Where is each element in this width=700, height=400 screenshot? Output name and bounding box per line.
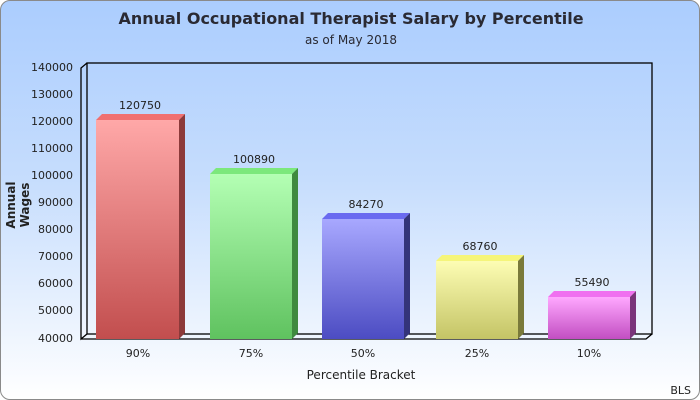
source-credit: BLS — [670, 384, 691, 397]
bar-value-label: 55490 — [574, 276, 610, 289]
x-tick: 10% — [576, 347, 602, 360]
bar-value-label: 68760 — [462, 240, 498, 253]
bar-value-label: 100890 — [233, 153, 275, 166]
chart-subtitle: as of May 2018 — [305, 33, 397, 47]
y-tick: 130000 — [31, 88, 73, 101]
y-tick: 40000 — [38, 332, 73, 345]
y-tick: 90000 — [38, 196, 73, 209]
y-tick: 110000 — [31, 142, 73, 155]
y-tick: 50000 — [38, 304, 73, 317]
bar-value-label: 120750 — [119, 99, 161, 112]
bar-90 — [96, 114, 185, 339]
bar-50 — [322, 213, 410, 339]
bar-10 — [548, 291, 636, 339]
x-tick: 25% — [464, 347, 490, 360]
y-tick: 120000 — [31, 115, 73, 128]
y-tick: 80000 — [38, 223, 73, 236]
x-tick: 50% — [350, 347, 376, 360]
x-tick: 75% — [238, 347, 264, 360]
plot-left-wall — [80, 62, 88, 341]
y-tick: 60000 — [38, 277, 73, 290]
bar-75 — [210, 168, 298, 339]
x-axis-label: Percentile Bracket — [306, 368, 416, 382]
y-tick: 140000 — [31, 61, 73, 74]
bar-value-label: 84270 — [348, 198, 384, 211]
y-tick: 70000 — [38, 250, 73, 263]
bar-25 — [436, 255, 524, 339]
y-tick: 100000 — [31, 169, 73, 182]
chart-title: Annual Occupational Therapist Salary by … — [118, 9, 584, 28]
x-tick: 90% — [125, 347, 151, 360]
